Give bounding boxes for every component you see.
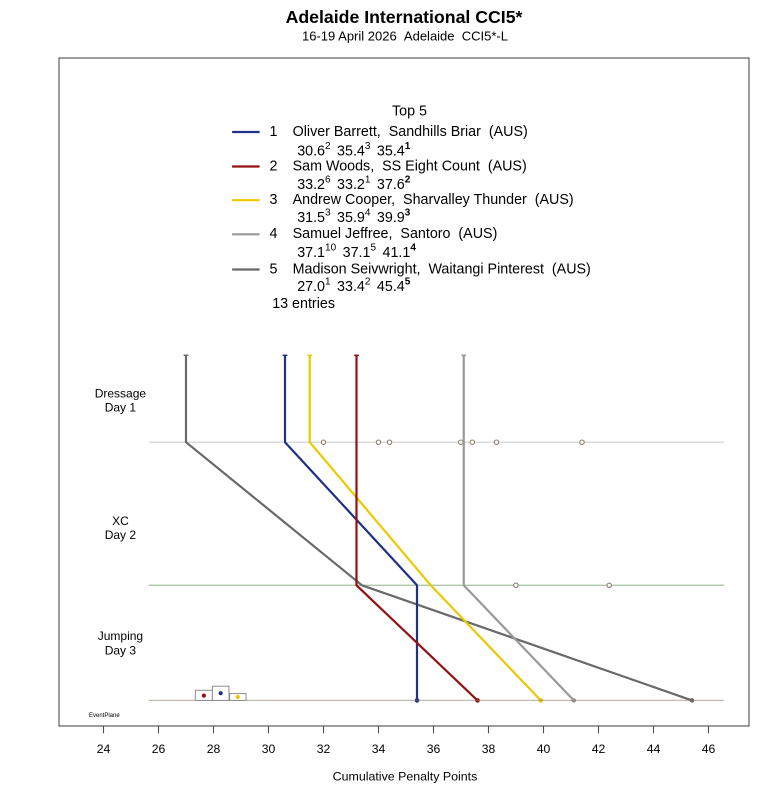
svg-text:Andrew Cooper, Sharvalley Thu: Andrew Cooper, Sharvalley Thunder (AUS) xyxy=(293,192,574,208)
svg-text:16-19 April 2026 Adelaide CC: 16-19 April 2026 Adelaide CCI5*-L xyxy=(302,29,508,44)
svg-text:Top 5: Top 5 xyxy=(392,103,427,119)
svg-text:44: 44 xyxy=(647,742,661,756)
svg-text:Day 1: Day 1 xyxy=(105,401,137,415)
svg-text:Cumulative Penalty Points: Cumulative Penalty Points xyxy=(333,770,478,784)
svg-text:30: 30 xyxy=(262,742,276,756)
svg-text:27.01 33.42 45.45: 27.01 33.42 45.45 xyxy=(297,277,411,296)
svg-text:42: 42 xyxy=(592,742,606,756)
svg-text:Day 3: Day 3 xyxy=(105,644,137,658)
svg-text:24: 24 xyxy=(97,742,111,756)
svg-text:2: 2 xyxy=(270,158,278,174)
svg-text:Sam Woods, SS Eight Count (A: Sam Woods, SS Eight Count (AUS) xyxy=(293,158,527,174)
svg-text:1: 1 xyxy=(270,124,278,140)
svg-text:26: 26 xyxy=(152,742,166,756)
svg-text:EventPlane: EventPlane xyxy=(89,713,120,719)
svg-text:31.53 35.94 39.93: 31.53 35.94 39.93 xyxy=(297,208,411,227)
svg-text:38: 38 xyxy=(482,742,496,756)
svg-text:37.110 37.15 41.14: 37.110 37.15 41.14 xyxy=(297,242,416,261)
svg-text:3: 3 xyxy=(270,192,278,208)
svg-text:4: 4 xyxy=(270,226,278,242)
svg-text:33.26 33.21 37.62: 33.26 33.21 37.62 xyxy=(297,175,411,194)
svg-text:XC: XC xyxy=(112,514,129,528)
svg-text:Day 2: Day 2 xyxy=(105,528,137,542)
svg-text:34: 34 xyxy=(372,742,386,756)
svg-text:13 entries: 13 entries xyxy=(272,296,335,312)
svg-text:28: 28 xyxy=(207,742,221,756)
svg-text:Madison Seivwright, Waitangi: Madison Seivwright, Waitangi Pinterest (… xyxy=(293,261,591,277)
svg-text:Oliver Barrett, Sandhills Bri: Oliver Barrett, Sandhills Briar (AUS) xyxy=(293,124,528,140)
svg-text:Jumping: Jumping xyxy=(98,629,143,643)
svg-text:30.62 35.43 35.41: 30.62 35.43 35.41 xyxy=(297,141,411,160)
svg-text:32: 32 xyxy=(317,742,331,756)
svg-text:Adelaide International CCI5*: Adelaide International CCI5* xyxy=(286,7,523,27)
svg-text:40: 40 xyxy=(537,742,551,756)
svg-text:Samuel Jeffree, Santoro (AUS: Samuel Jeffree, Santoro (AUS) xyxy=(293,226,498,242)
svg-text:46: 46 xyxy=(702,742,716,756)
svg-text:Dressage: Dressage xyxy=(95,387,147,401)
svg-text:5: 5 xyxy=(270,261,278,277)
svg-text:36: 36 xyxy=(427,742,441,756)
